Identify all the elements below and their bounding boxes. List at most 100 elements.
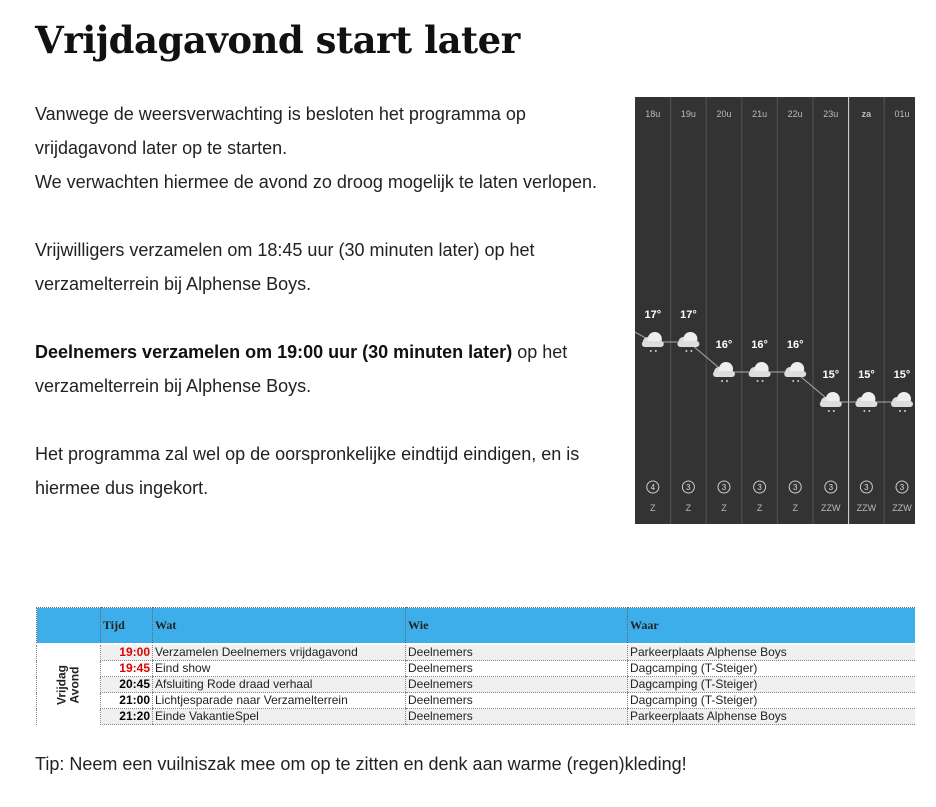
what-cell: Eind show	[152, 660, 406, 677]
weather-icon	[784, 362, 807, 382]
wind-icon	[788, 480, 802, 494]
rain-drop	[868, 410, 871, 412]
hour-label: 01u	[894, 109, 909, 119]
hour-label: 19u	[681, 109, 696, 119]
column-header: Tijd	[100, 607, 153, 644]
table-row: 20:45 Afsluiting Rode draad verhaal Deelne…	[37, 676, 915, 693]
rain-drop	[863, 410, 866, 412]
rain-drop	[690, 350, 693, 352]
wind-force: 3	[864, 483, 869, 492]
weather-icon	[748, 362, 771, 382]
temperature-line	[634, 331, 902, 403]
group-label-line: Avond	[67, 666, 82, 704]
hour-label: 22u	[788, 109, 803, 119]
wind-direction: Z	[721, 503, 727, 513]
temperature-label: 16°	[716, 339, 733, 351]
text-line: op het verzamelterrein bij Alphense Boys…	[35, 342, 568, 396]
title: Vrijdagavond start later	[35, 18, 520, 62]
what-cell: Verzamelen Deelnemers vrijdagavond	[152, 643, 406, 661]
who-cell: Deelnemers	[405, 660, 628, 677]
temperature-label: 17°	[644, 309, 661, 321]
cloud-part	[677, 341, 700, 347]
text-line: We verwachten hiermee de avond zo droog …	[35, 172, 597, 192]
column-header: Waar	[627, 607, 915, 644]
who-cell: Deelnemers	[405, 676, 628, 693]
wind-force: 3	[829, 483, 834, 492]
cloud-part	[713, 371, 735, 377]
hour-label: za	[862, 109, 873, 119]
wind-force: 3	[793, 483, 798, 492]
article-text: Vanwege de weersverwachting is besloten …	[35, 97, 605, 539]
wind-direction: ZZW	[821, 503, 841, 513]
where-cell: Dagcamping (T-Steiger)	[627, 676, 915, 693]
wind-force: 3	[686, 483, 691, 492]
rain-drop	[721, 380, 723, 382]
table-row: 21:20 Einde VakantieSpel Deelnemers Parkeer…	[37, 708, 915, 725]
cloud-part	[819, 401, 842, 407]
wind-force: 3	[900, 483, 905, 492]
group-label: Vrijdag Avond	[55, 655, 82, 714]
wind-icon	[824, 480, 838, 494]
rain-drop	[832, 410, 835, 412]
hour-label: 20u	[716, 109, 731, 119]
rain-drop	[904, 410, 906, 412]
rain-drop	[654, 350, 657, 352]
hour-label: 21u	[752, 109, 767, 119]
who-cell: Deelnemers	[405, 643, 628, 661]
time-cell: 20:45	[100, 676, 153, 693]
temperature-label: 15°	[894, 369, 911, 381]
wind-direction: Z	[650, 503, 656, 513]
table-row: 19:45 Eind show Deelnemers Dagcamping (T-St…	[37, 660, 915, 677]
wind-icon	[646, 480, 660, 494]
who-cell: Deelnemers	[405, 708, 628, 725]
what-cell: Afsluiting Rode draad verhaal	[152, 676, 406, 693]
rain-drop	[756, 380, 759, 382]
time-cell: 21:20	[100, 708, 153, 725]
rain-drop	[792, 380, 795, 382]
wind-direction: ZZW	[892, 503, 912, 513]
temperature-label: 15°	[822, 369, 839, 381]
where-cell: Dagcamping (T-Steiger)	[627, 660, 915, 677]
wind-icon	[753, 480, 767, 494]
cloud-part	[891, 401, 913, 407]
table-row: 21:00 Lichtjesparade naar Verzamelterrein…	[37, 692, 915, 709]
wind-force: 3	[757, 483, 762, 492]
cloud-part	[641, 341, 664, 347]
rain-drop	[761, 380, 764, 382]
group-cell: Vrijdag Avond	[36, 643, 101, 725]
weather-icon	[677, 332, 700, 352]
wind-icon	[859, 480, 873, 494]
paragraph: Het programma zal wel op de oorspronkeli…	[35, 437, 605, 505]
wind-force: 4	[651, 483, 656, 492]
bold-text: Deelnemers verzamelen om 19:00 uur (30 m…	[35, 342, 513, 362]
where-cell: Parkeerplaats Alphense Boys	[627, 643, 915, 661]
temperature-label: 15°	[858, 369, 875, 381]
cloud-part	[784, 371, 807, 377]
weather-icon	[641, 332, 664, 352]
what-cell: Lichtjesparade naar Verzamelterrein	[152, 692, 406, 709]
where-cell: Dagcamping (T-Steiger)	[627, 692, 915, 709]
weather-icon	[713, 362, 735, 382]
where-cell: Parkeerplaats Alphense Boys	[627, 708, 915, 725]
text-line: Het programma zal wel op de oorspronkeli…	[35, 444, 580, 498]
column-header: Wie	[405, 607, 628, 644]
time-cell: 19:45	[100, 660, 153, 677]
rain-drop	[726, 380, 728, 382]
rain-drop	[899, 410, 901, 412]
hour-label: 23u	[823, 109, 838, 119]
weather-icon	[855, 392, 878, 412]
column-header: Wat	[152, 607, 406, 644]
header-row: Tijd Wat Wie Waar	[36, 607, 915, 644]
temperature-label: 16°	[787, 339, 804, 351]
paragraph: Vanwege de weersverwachting is besloten …	[35, 97, 605, 199]
weather-icon	[819, 392, 842, 412]
wind-icon	[717, 480, 731, 494]
wind-force: 3	[722, 483, 727, 492]
cloud-part	[855, 401, 878, 407]
header-empty	[36, 607, 101, 644]
text-line: Vrijwilligers verzamelen om 18:45 uur (3…	[35, 240, 535, 294]
wind-icon	[681, 480, 695, 494]
paragraph: Deelnemers verzamelen om 19:00 uur (30 m…	[35, 335, 605, 403]
tip: Tip: Neem een vuilniszak mee om op te zi…	[35, 754, 687, 774]
